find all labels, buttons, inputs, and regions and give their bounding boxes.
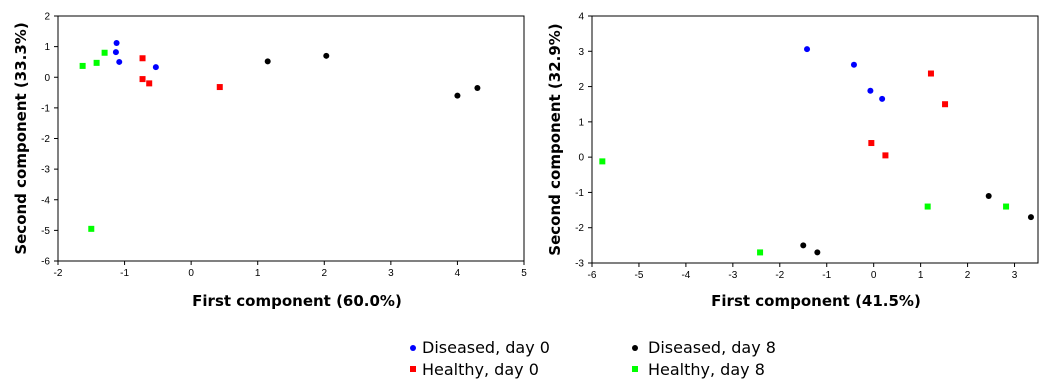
x-tick-label: -1 <box>822 270 831 281</box>
y-tick-label: -1 <box>575 188 584 199</box>
data-point <box>112 49 119 56</box>
series-healthy-day-0 <box>139 55 223 91</box>
y-axis-title: Second component (32.9%) <box>546 23 564 255</box>
series-diseased-day-0 <box>112 39 159 71</box>
chart-left: -2 -1 0 1 2 3 4 5 -6 -5 -4 -3 -2 -1 0 1 2 First component… <box>12 12 527 311</box>
series-diseased-day-8 <box>800 192 1034 256</box>
x-tick-label: -5 <box>634 270 643 281</box>
x-tick-label: 2 <box>322 268 328 279</box>
y-tick-label: -2 <box>41 134 50 145</box>
y-tick-label: 0 <box>578 153 584 164</box>
legend-label-healthy-day-8: Healthy, day 8 <box>648 360 765 379</box>
y-tick-label: -5 <box>41 226 50 237</box>
x-tick-label: 3 <box>388 268 394 279</box>
y-tick-label: 3 <box>578 47 584 58</box>
data-point <box>113 39 120 46</box>
x-tick-label: 1 <box>918 270 924 281</box>
data-point <box>474 84 481 91</box>
data-point <box>101 49 108 56</box>
legend: Diseased, day 0 Diseased, day 8 Healthy,… <box>410 338 776 379</box>
legend-label-healthy-day-0: Healthy, day 0 <box>422 360 539 379</box>
data-point <box>216 84 223 91</box>
y-tick-label: 1 <box>44 42 50 53</box>
x-tick-label: 0 <box>188 268 194 279</box>
data-point <box>879 95 886 102</box>
y-tick-label: -2 <box>575 223 584 234</box>
data-point <box>927 70 934 77</box>
x-tick-label: -4 <box>681 270 690 281</box>
y-tick-label: -3 <box>41 165 50 176</box>
x-tick-label: -3 <box>728 270 737 281</box>
x-tick-label: -1 <box>120 268 129 279</box>
data-point <box>139 55 146 62</box>
data-point <box>942 101 949 108</box>
data-point <box>116 58 123 65</box>
data-point <box>924 203 931 210</box>
legend-item-healthy-day-8: Healthy, day 8 <box>632 360 765 379</box>
data-point <box>93 59 100 66</box>
series-healthy-day-8 <box>79 49 108 232</box>
data-point <box>1003 203 1010 210</box>
data-point <box>868 140 875 147</box>
x-tick-label: 2 <box>965 270 971 281</box>
y-tick-label: 4 <box>578 12 584 23</box>
data-point <box>79 62 86 69</box>
plot-frame <box>591 15 1039 264</box>
legend-item-diseased-day-0: Diseased, day 0 <box>410 338 550 357</box>
y-tick-label: -6 <box>41 257 50 268</box>
data-point <box>850 61 857 68</box>
legend-label-diseased-day-8: Diseased, day 8 <box>648 338 776 357</box>
data-point <box>152 64 159 71</box>
series-healthy-day-8 <box>599 158 1010 256</box>
y-tick-label: 2 <box>44 12 50 23</box>
y-tick-label: -1 <box>41 103 50 114</box>
data-point <box>454 92 461 99</box>
x-tick-label: -2 <box>54 268 63 279</box>
data-point <box>88 225 95 232</box>
y-tick-label: -4 <box>41 195 50 206</box>
x-tick-label: 3 <box>1012 270 1018 281</box>
y-tick-label: -3 <box>575 259 584 270</box>
y-tick-label: 0 <box>44 73 50 84</box>
x-tick-label: 1 <box>255 268 261 279</box>
data-point <box>804 46 811 53</box>
series-healthy-day-0 <box>868 70 949 159</box>
data-point <box>1027 214 1034 221</box>
data-point <box>867 87 874 94</box>
data-point <box>757 249 764 256</box>
x-axis-title: First component (60.0%) <box>192 292 402 310</box>
data-point <box>599 158 606 165</box>
y-axis-title: Second component (33.3%) <box>12 22 30 254</box>
y-tick-label: 2 <box>578 82 584 93</box>
x-tick-label: -2 <box>775 270 784 281</box>
legend-marker-diseased-day-8 <box>632 345 638 351</box>
x-tick-label: 5 <box>521 268 527 279</box>
x-axis-title: First component (41.5%) <box>711 292 921 310</box>
x-tick-label: 0 <box>871 270 877 281</box>
legend-marker-diseased-day-0 <box>410 345 416 351</box>
x-tick-label: 4 <box>455 268 461 279</box>
chart-right: -6 -5 -4 -3 -2 -1 0 1 2 3 -3 -2 -1 0 1 2 3 4 First compone… <box>546 12 1039 310</box>
legend-item-healthy-day-0: Healthy, day 0 <box>410 360 539 379</box>
legend-label-diseased-day-0: Diseased, day 0 <box>422 338 550 357</box>
data-point <box>814 249 821 256</box>
data-point <box>139 76 146 83</box>
data-point <box>985 192 992 199</box>
y-tick-label: 1 <box>578 117 584 128</box>
data-point <box>264 58 271 65</box>
series-diseased-day-8 <box>264 52 481 99</box>
data-point <box>882 152 889 159</box>
legend-item-diseased-day-8: Diseased, day 8 <box>632 338 776 357</box>
plot-frame <box>57 15 525 262</box>
data-point <box>800 242 807 249</box>
series-diseased-day-0 <box>804 46 886 102</box>
legend-marker-healthy-day-0 <box>410 366 416 372</box>
legend-marker-healthy-day-8 <box>632 366 638 372</box>
data-point <box>146 80 153 87</box>
x-tick-label: -6 <box>588 270 597 281</box>
data-point <box>323 52 330 59</box>
